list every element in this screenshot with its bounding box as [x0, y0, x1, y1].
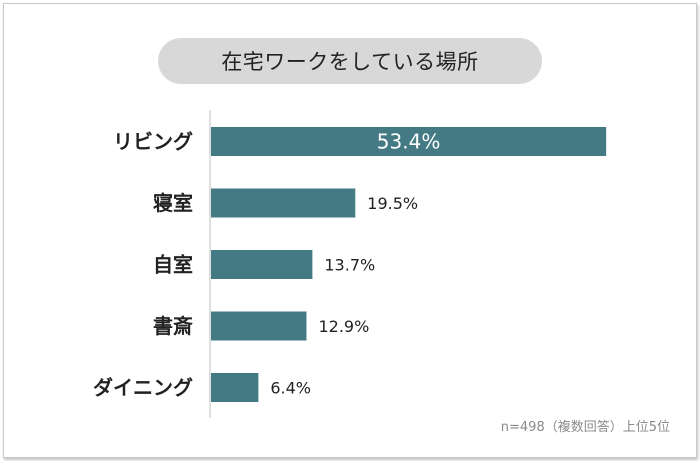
bars-group: リビング 53.4% 寝室 19.5% 自室 13.7% 書斎 12.9% ダイニング 6.4% — [93, 127, 607, 402]
category-label-3: 自室 — [153, 253, 193, 277]
bar-1 — [211, 127, 607, 156]
bar-5 — [211, 373, 259, 402]
category-label-5: ダイニング — [93, 376, 193, 400]
value-label-2: 19.5% — [367, 194, 418, 213]
category-label-1: リビング — [113, 130, 193, 154]
bar-4 — [211, 311, 307, 341]
value-label-3: 13.7% — [324, 256, 375, 275]
value-label-1: 53.4% — [377, 130, 441, 154]
value-label-4: 12.9% — [318, 317, 369, 336]
chart-title: 在宅ワークをしている場所 — [158, 38, 542, 84]
bar-3 — [211, 250, 313, 279]
value-label-5: 6.4% — [270, 379, 311, 398]
category-label-2: 寝室 — [153, 191, 193, 215]
bar-2 — [211, 188, 356, 218]
category-label-4: 書斎 — [153, 314, 193, 338]
sample-note: n=498（複数回答）上位5位 — [500, 420, 670, 435]
